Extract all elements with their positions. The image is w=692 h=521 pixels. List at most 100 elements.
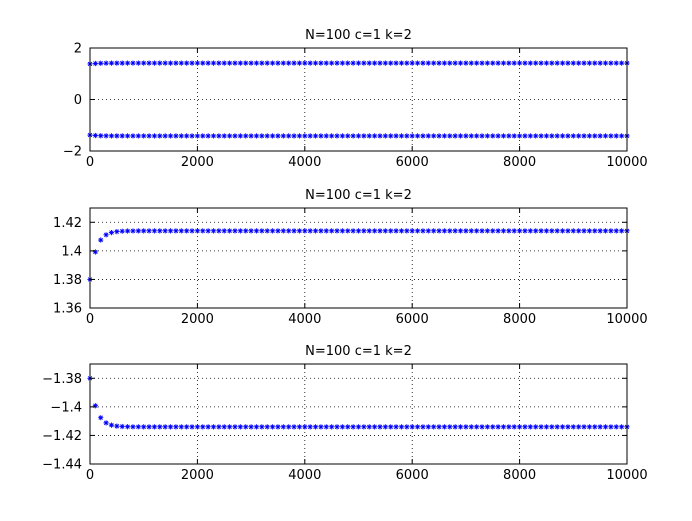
data-point [232, 228, 238, 234]
chart-title: N=100 c=1 k=2 [305, 28, 412, 43]
data-point [500, 228, 507, 234]
data-point [194, 133, 200, 139]
data-point [549, 424, 555, 430]
data-point [479, 133, 485, 139]
data-point [184, 60, 190, 66]
data-point [517, 133, 523, 139]
data-point [586, 133, 593, 139]
data-point [479, 60, 485, 66]
data-point [361, 424, 367, 430]
data-point [216, 60, 222, 66]
data-point [366, 228, 372, 234]
data-point [382, 133, 388, 139]
x-tick-label: 8000 [503, 468, 536, 483]
data-point [500, 133, 507, 139]
data-point [619, 424, 625, 430]
data-point [447, 60, 453, 66]
data-point [259, 60, 265, 66]
data-point [554, 228, 560, 234]
data-point [259, 133, 265, 139]
data-point [495, 424, 501, 430]
data-point [506, 424, 512, 430]
y-tick-label: −1.38 [42, 372, 82, 387]
data-point [124, 424, 131, 430]
y-tick-label: 2 [74, 42, 82, 57]
data-point [189, 133, 195, 139]
data-point [291, 133, 297, 139]
data-point [296, 424, 303, 430]
data-point [200, 133, 206, 139]
data-point [495, 60, 501, 66]
data-point [398, 424, 405, 430]
data-point [409, 228, 415, 234]
data-point [146, 133, 152, 139]
data-point [323, 60, 329, 66]
data-point [124, 60, 131, 66]
data-point [586, 228, 593, 234]
data-point [232, 133, 238, 139]
data-point [216, 228, 222, 234]
data-point [355, 424, 362, 430]
data-point [366, 60, 372, 66]
data-point [291, 60, 297, 66]
data-point [436, 424, 442, 430]
data-point [307, 133, 313, 139]
data-point [404, 228, 410, 234]
data-point [264, 60, 270, 66]
data-point [554, 60, 560, 66]
data-point [468, 424, 474, 430]
data-point [189, 60, 195, 66]
data-point [457, 228, 464, 234]
data-point [463, 60, 469, 66]
data-point [350, 228, 356, 234]
data-point [554, 133, 560, 139]
data-point [517, 60, 523, 66]
data-point [334, 133, 340, 139]
data-point [210, 228, 217, 234]
data-point [157, 424, 163, 430]
x-tick-label: 8000 [503, 155, 536, 170]
data-point [108, 229, 115, 236]
data-point [511, 424, 517, 430]
data-point [227, 424, 233, 430]
data-point [296, 60, 303, 66]
data-point [608, 60, 614, 66]
data-point [522, 424, 528, 430]
data-point [592, 60, 598, 66]
data-point [237, 133, 243, 139]
data-point [355, 133, 362, 139]
data-point [286, 133, 292, 139]
data-point [253, 60, 260, 66]
data-point [506, 60, 512, 66]
data-point [189, 228, 195, 234]
data-point [425, 60, 431, 66]
data-point [522, 228, 528, 234]
data-point [484, 424, 490, 430]
data-point [597, 133, 603, 139]
data-point [119, 133, 125, 139]
y-tick-label: 1.42 [53, 216, 82, 231]
data-point [388, 133, 394, 139]
data-point [549, 228, 555, 234]
data-point [312, 133, 319, 139]
data-point [404, 60, 410, 66]
data-point [479, 424, 485, 430]
data-point [608, 133, 614, 139]
x-tick-label: 0 [86, 312, 94, 327]
data-point [280, 60, 286, 66]
data-point [312, 228, 319, 234]
data-point [500, 60, 507, 66]
data-point [141, 228, 147, 234]
data-point [318, 424, 324, 430]
data-point [323, 228, 329, 234]
data-point [543, 424, 550, 430]
data-point [420, 228, 426, 234]
data-point [570, 133, 576, 139]
data-point [570, 60, 576, 66]
data-point [275, 60, 281, 66]
data-point [527, 60, 533, 66]
data-point [543, 60, 550, 66]
data-point [361, 228, 367, 234]
data-point [500, 424, 507, 430]
y-tick-label: 0 [74, 93, 82, 108]
